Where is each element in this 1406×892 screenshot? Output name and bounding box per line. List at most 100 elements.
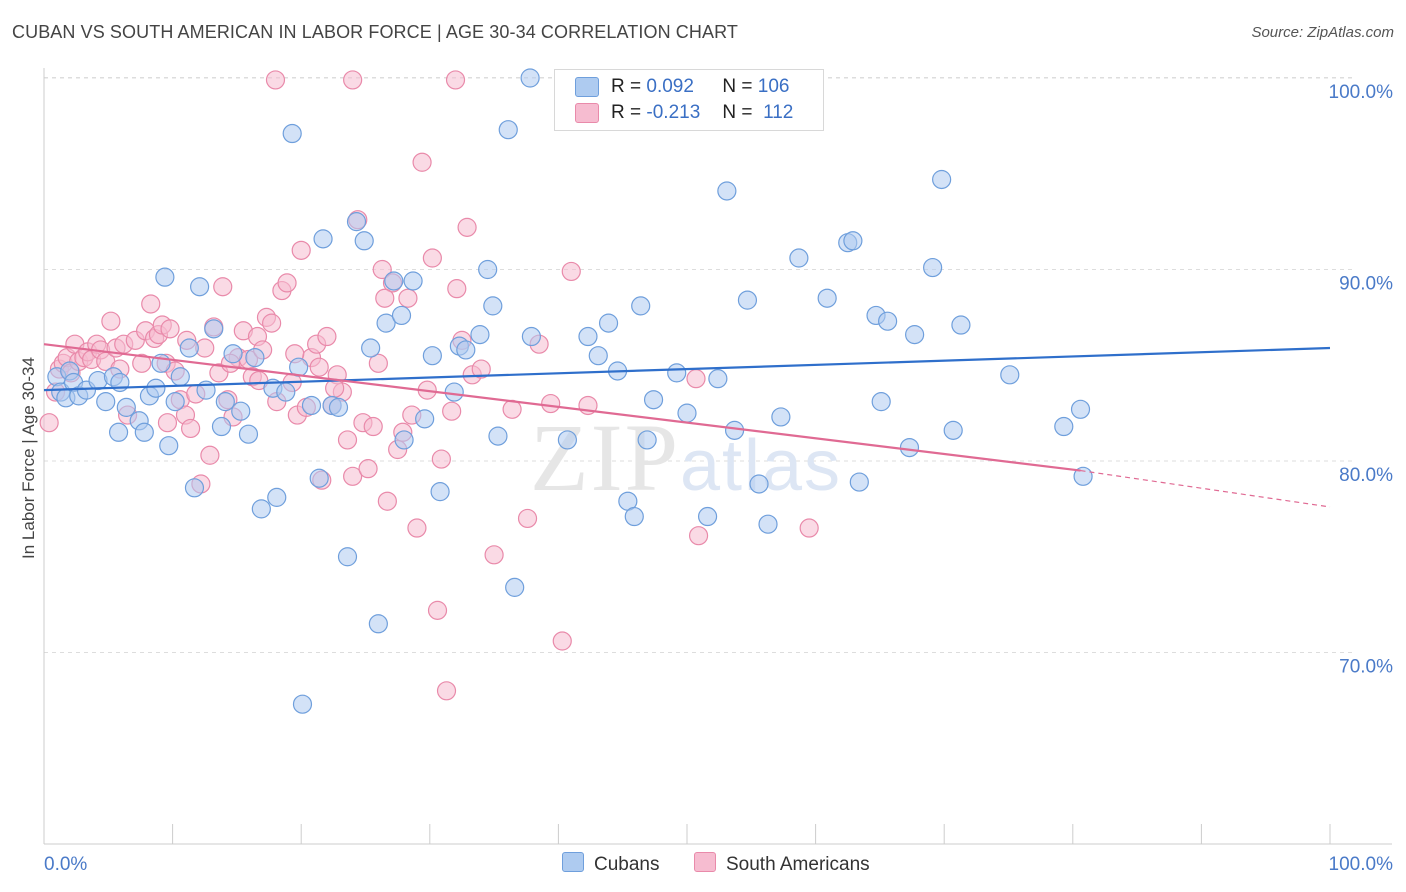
data-point xyxy=(354,231,374,251)
data-point xyxy=(337,547,358,567)
data-point xyxy=(157,413,178,433)
data-point xyxy=(146,378,166,398)
data-point xyxy=(231,401,251,421)
y-axis-label: In Labor Force | Age 30-34 xyxy=(19,357,38,559)
data-point xyxy=(517,508,538,529)
data-point xyxy=(291,240,311,260)
y-tick-label: 90.0% xyxy=(1339,274,1393,295)
data-point xyxy=(799,518,819,538)
data-point xyxy=(470,325,490,345)
data-point xyxy=(899,437,920,458)
data-point xyxy=(1070,399,1091,419)
data-point xyxy=(697,506,718,527)
data-point xyxy=(444,382,464,402)
data-point xyxy=(361,338,381,358)
data-point xyxy=(276,382,296,402)
data-point xyxy=(277,273,297,293)
data-point xyxy=(415,409,435,429)
data-point xyxy=(667,363,687,383)
data-point xyxy=(483,296,503,316)
data-point xyxy=(951,315,971,335)
legend-row-south-americans: R = -0.213 N = 112 xyxy=(575,102,793,126)
data-point xyxy=(159,436,179,456)
data-point xyxy=(871,392,891,412)
stats-legend: R = 0.092 N = 106 R = -0.213 N = 112 xyxy=(554,69,824,131)
data-point xyxy=(282,123,302,144)
data-point xyxy=(789,248,809,268)
legend-row-cubans: R = 0.092 N = 106 xyxy=(575,76,789,100)
data-point xyxy=(309,468,329,488)
data-point xyxy=(358,459,378,479)
data-point xyxy=(292,694,313,714)
data-point xyxy=(943,420,963,440)
data-point xyxy=(337,430,358,450)
data-point xyxy=(213,277,233,297)
data-point xyxy=(578,326,598,347)
x-tick-label-min: 0.0% xyxy=(44,854,87,875)
data-point xyxy=(211,416,232,437)
y-tick-label: 80.0% xyxy=(1339,465,1393,486)
data-point xyxy=(265,70,286,90)
data-point xyxy=(677,403,697,423)
data-point xyxy=(457,217,477,237)
data-point xyxy=(181,418,201,439)
data-point xyxy=(190,277,210,297)
data-point xyxy=(245,347,265,368)
data-point xyxy=(471,359,491,379)
data-point xyxy=(436,681,457,701)
bottom-legend-cubans: Cubans xyxy=(562,852,660,876)
data-point xyxy=(686,369,706,389)
legend-n-label: N = xyxy=(722,102,753,123)
bottom-legend-label-south-americans: South Americans xyxy=(726,854,870,875)
data-point xyxy=(843,231,863,251)
data-point xyxy=(328,397,349,417)
data-point xyxy=(717,181,737,201)
data-point xyxy=(116,397,136,417)
data-point xyxy=(624,506,644,527)
data-point xyxy=(422,346,442,366)
data-point xyxy=(372,259,392,280)
data-point xyxy=(561,261,581,282)
data-point xyxy=(317,326,337,347)
data-point xyxy=(1000,365,1020,385)
data-point xyxy=(39,413,59,433)
y-tick-label: 100.0% xyxy=(1329,82,1394,103)
legend-r-label: R = xyxy=(611,102,642,123)
data-point xyxy=(134,422,154,442)
legend-r-label: R = xyxy=(611,76,642,97)
data-point xyxy=(431,449,451,469)
data-point xyxy=(749,474,769,494)
data-point xyxy=(267,487,287,507)
tick-labels: 70.0% 80.0% 90.0% 100.0% 0.0% 100.0% xyxy=(44,82,1393,875)
data-point xyxy=(96,392,116,412)
y-tick-label: 70.0% xyxy=(1339,657,1393,678)
data-point xyxy=(521,326,541,347)
data-point xyxy=(849,472,869,492)
data-point xyxy=(905,325,925,345)
data-point xyxy=(170,367,190,387)
axes xyxy=(43,68,1392,845)
data-point xyxy=(552,631,572,651)
data-point xyxy=(758,514,778,534)
data-point xyxy=(771,407,791,427)
bottom-legend-label-cubans: Cubans xyxy=(594,854,660,875)
data-point xyxy=(447,279,467,299)
data-point xyxy=(223,344,243,364)
data-point xyxy=(637,430,657,450)
legend-n-value-south-americans: 112 xyxy=(763,102,794,123)
data-point xyxy=(643,390,664,410)
data-point xyxy=(368,614,388,634)
legend-r-value-south-americans: -0.213 xyxy=(646,102,701,123)
data-point xyxy=(878,311,898,331)
data-point xyxy=(160,319,180,339)
legend-r-value-cubans: 0.092 xyxy=(646,76,694,97)
data-point xyxy=(430,482,450,502)
series-cubans xyxy=(47,68,1093,714)
data-point xyxy=(688,526,709,546)
chart-title: CUBAN VS SOUTH AMERICAN IN LABOR FORCE |… xyxy=(12,22,738,42)
data-point xyxy=(346,212,367,232)
data-point xyxy=(631,296,651,316)
data-point xyxy=(598,313,619,333)
data-point xyxy=(498,120,518,140)
